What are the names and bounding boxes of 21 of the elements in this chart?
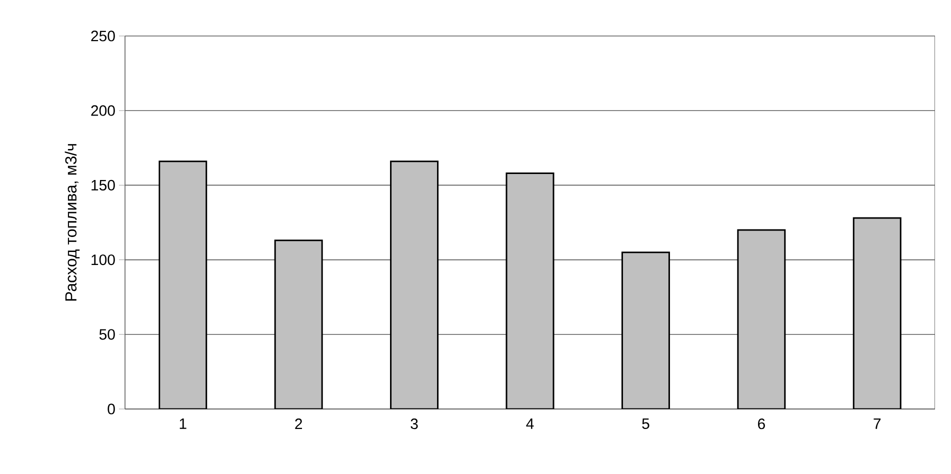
bar (737, 229, 786, 409)
x-tick-label: 3 (410, 418, 418, 430)
x-tick-label: 4 (526, 418, 534, 429)
x-tick-label: 6 (758, 418, 765, 430)
x-tick-label: 5 (642, 418, 650, 429)
bar (621, 252, 670, 409)
y-tick-label: 150 (92, 180, 115, 190)
y-axis-title: Расход топлива, м3/ч (64, 144, 80, 301)
y-tick-label: 50 (99, 329, 115, 340)
y-tick-label: 200 (91, 105, 115, 116)
y-tick-label: 250 (91, 30, 115, 42)
bar (852, 217, 902, 409)
bar (390, 160, 439, 409)
bar (274, 240, 323, 409)
y-tick-label: 0 (108, 404, 115, 414)
x-tick-label: 1 (180, 418, 186, 429)
x-tick-label: 7 (874, 418, 881, 429)
bar (158, 160, 208, 409)
bar (506, 172, 554, 409)
x-tick-label: 2 (295, 418, 302, 429)
y-tick-label: 100 (92, 254, 115, 266)
